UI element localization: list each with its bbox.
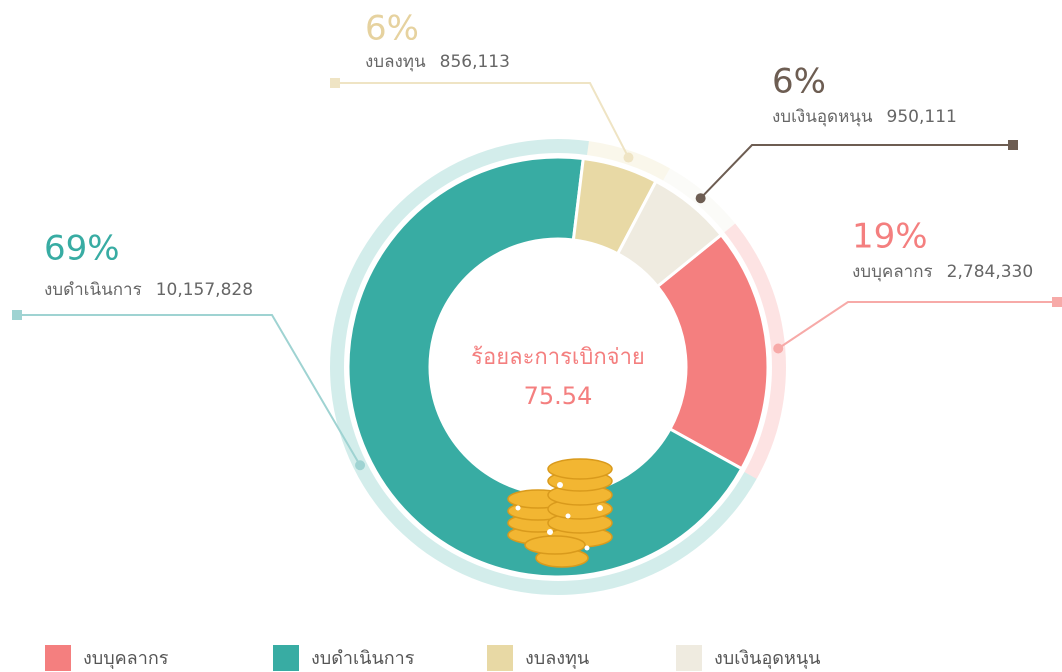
leader-line [701, 145, 1013, 198]
share-label: 19% [852, 217, 928, 257]
leader-line [778, 302, 1057, 349]
center-title: ร้อยละการเบิกจ่าย [471, 345, 645, 370]
annotation-name: งบเงินอุดหนุน [772, 107, 873, 127]
chart: ร้อยละการเบิกจ่าย 75.54 งบบุคลากรงบดำเนิ… [0, 0, 1062, 672]
leader-dot [773, 344, 783, 354]
annotation-name: งบดำเนินการ [44, 280, 142, 300]
annotation-value: 10,157,828 [156, 280, 253, 300]
leader-dot [696, 193, 706, 203]
legend-swatch [487, 645, 513, 671]
annotation-name: งบลงทุน [365, 52, 426, 72]
annotation: งบบุคลากร 2,784,330 [852, 262, 1033, 282]
legend-swatch [273, 645, 299, 671]
leader-end [1008, 140, 1018, 150]
legend-label: งบบุคลากร [83, 648, 169, 669]
legend-swatch [676, 645, 702, 671]
share-label: 6% [365, 9, 419, 49]
leader-dot [355, 460, 365, 470]
legend-swatch [45, 645, 71, 671]
legend-label: งบเงินอุดหนุน [714, 648, 820, 669]
annotation-value: 856,113 [440, 52, 510, 72]
annotation-value: 950,111 [887, 107, 957, 127]
center-value: 75.54 [524, 382, 593, 410]
annotation: งบลงทุน 856,113 [365, 52, 510, 72]
legend: งบบุคลากร งบดำเนินการ งบลงทุน งบเงินอุดหนุน [45, 645, 820, 671]
share-label: 69% [44, 229, 120, 269]
legend-label: งบลงทุน [525, 648, 589, 669]
share-label: 6% [772, 62, 826, 102]
annotation-name: งบบุคลากร [852, 262, 933, 282]
annotation: งบดำเนินการ 10,157,828 [44, 280, 253, 300]
leader-end [330, 78, 340, 88]
leader-end [1052, 297, 1062, 307]
annotation-value: 2,784,330 [947, 262, 1034, 282]
annotation: งบเงินอุดหนุน 950,111 [772, 107, 957, 127]
leader-dot [623, 153, 633, 163]
leader-line [17, 315, 360, 465]
legend-label: งบดำเนินการ [311, 648, 415, 669]
leader-end [12, 310, 22, 320]
